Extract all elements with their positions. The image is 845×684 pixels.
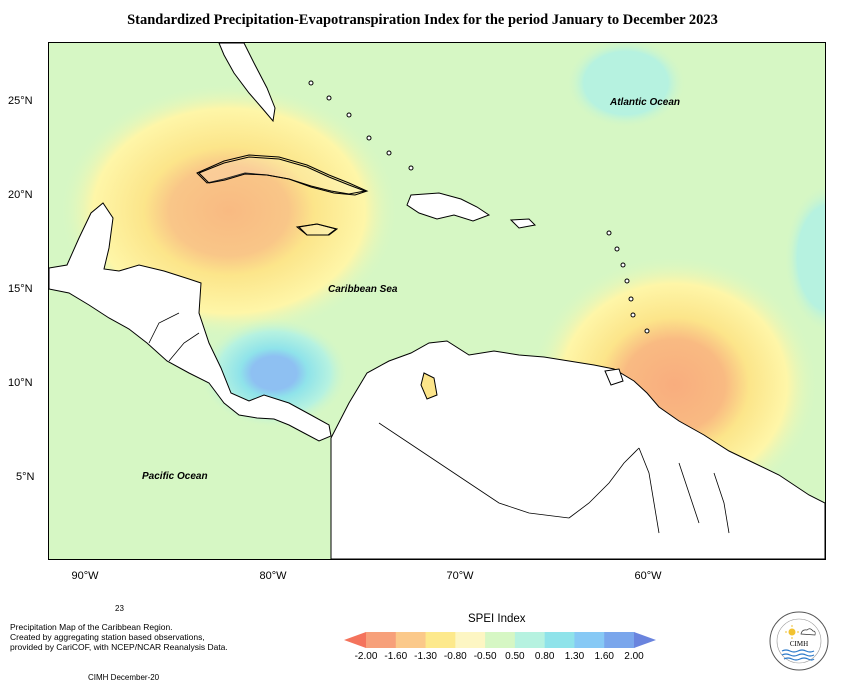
label-atlantic-ocean: Atlantic Ocean [610,97,681,108]
legend-tick-label: -0.80 [443,651,467,662]
lat-label-10n: 10°N [8,377,33,389]
legend-color-cell [544,632,575,648]
water-icon [781,649,815,661]
legend-tick-label: 2.00 [624,651,644,662]
cimh-logo: CIMH [769,611,829,671]
map-description: Precipitation Map of the Caribbean Regio… [10,622,250,652]
map-canvas [49,43,825,559]
lon-label-70w: 70°W [446,570,474,582]
legend-color-cell [604,632,635,648]
sun-icon [785,625,799,639]
lake-maracaibo [420,372,438,400]
legend-color-cell [425,632,456,648]
legend-colorbar [344,632,656,648]
lat-label-20n: 20°N [8,189,33,201]
legend-tick-label: -1.30 [414,651,437,662]
wet-anomaly-atlantic [566,43,686,128]
legend-tick-label: -0.50 [473,651,497,662]
cloud-icon [800,628,816,636]
legend-color-cell [455,632,486,648]
description-line-2: Created by aggregating station based obs… [10,632,205,642]
jamaica-island [297,223,338,236]
legend-title: SPEI Index [468,613,526,625]
legend-color-cell [395,632,427,648]
legend-low-arrow [344,632,366,648]
spei-map [48,42,826,560]
label-caribbean-sea: Caribbean Sea [328,284,398,295]
description-line-1: Precipitation Map of the Caribbean Regio… [10,622,173,632]
legend-tick-label: 0.80 [534,651,555,662]
wet-anomaly-east [784,183,825,333]
legend-color-cell [514,632,546,648]
lat-label-25n: 25°N [8,95,33,107]
lat-label-5n: 5°N [16,471,35,483]
legend-tick-label: 1.60 [594,651,614,662]
legend-tick-label: -1.60 [384,651,408,662]
lon-label-80w: 80°W [259,570,287,582]
legend-color-cell [366,632,397,648]
legend-tick-label: 1.30 [564,651,585,662]
legend-color-cell [485,632,516,648]
year-note: 23 [115,604,124,613]
label-pacific-ocean: Pacific Ocean [142,471,208,482]
legend-tick-label: -2.00 [354,651,378,662]
logo-text: CIMH [790,640,808,648]
coastlines [49,43,825,559]
lon-label-60w: 60°W [634,570,662,582]
description-line-3: provided by CariCOF, with NCEP/NCAR Rean… [10,642,228,652]
legend-tick-label: 0.50 [505,651,525,662]
legend-color-cell [574,632,605,648]
cuba-island [198,156,367,195]
lat-label-15n: 15°N [8,283,33,295]
map-title: Standardized Precipitation-Evapotranspir… [127,12,718,28]
country-borders [148,312,730,534]
cimh-credit: CIMH December-20 [88,673,160,682]
lon-label-90w: 90°W [71,570,99,582]
legend-high-arrow [634,632,656,648]
